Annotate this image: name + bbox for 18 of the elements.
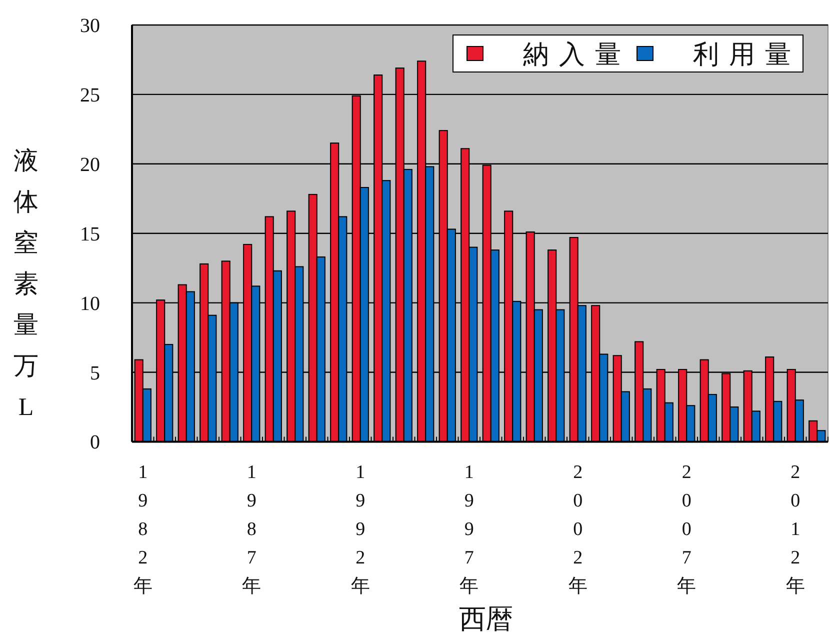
x-tick-label: 1997年 xyxy=(460,462,479,597)
x-axis-title: 西暦 xyxy=(459,604,513,634)
y-tick-label: 5 xyxy=(90,362,100,384)
x-tick-label: 2002年 xyxy=(568,462,588,597)
x-tick-label: 1987年 xyxy=(242,462,262,597)
legend-label: 納入量 xyxy=(523,40,631,69)
legend-label: 利用量 xyxy=(693,40,801,69)
y-axis-title: 液体窒素量万L xyxy=(14,147,38,421)
y-tick-label: 25 xyxy=(80,84,100,106)
y-tick-label: 20 xyxy=(80,154,100,176)
y-tick-label: 30 xyxy=(80,15,100,37)
x-tick-label: 2007年 xyxy=(677,462,696,597)
x-tick-label: 1992年 xyxy=(350,462,370,597)
y-tick-label: 0 xyxy=(90,432,100,454)
y-tick-label: 15 xyxy=(80,223,100,246)
x-tick-label: 2012年 xyxy=(786,462,805,597)
y-tick-label: 10 xyxy=(80,292,100,315)
x-tick-label: 1982年 xyxy=(133,462,152,597)
